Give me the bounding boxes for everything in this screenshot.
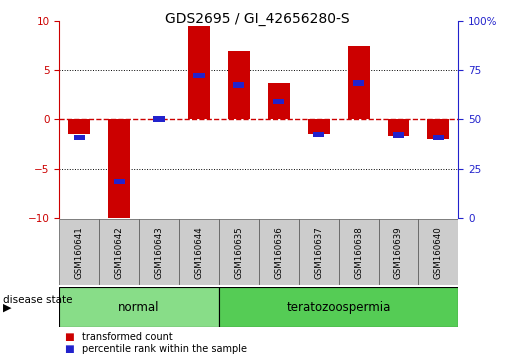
Bar (387, 119, 409, 136)
Bar (273, 99, 284, 104)
Bar (313, 132, 324, 137)
Bar (348, 46, 370, 119)
Text: GSM160636: GSM160636 (274, 226, 283, 279)
Text: GSM160644: GSM160644 (195, 226, 203, 279)
Text: GSM160637: GSM160637 (314, 226, 323, 279)
Bar (108, 119, 130, 219)
Bar (59, 287, 219, 327)
Bar (259, 219, 299, 285)
Bar (179, 219, 219, 285)
Text: percentile rank within the sample: percentile rank within the sample (82, 344, 247, 354)
Bar (307, 119, 330, 134)
Text: ▶: ▶ (3, 302, 11, 312)
Text: GDS2695 / GI_42656280-S: GDS2695 / GI_42656280-S (165, 12, 350, 27)
Bar (427, 119, 450, 139)
Text: GSM160638: GSM160638 (354, 226, 363, 279)
Bar (219, 287, 458, 327)
Bar (299, 219, 339, 285)
Text: GSM160640: GSM160640 (434, 226, 443, 279)
Bar (74, 135, 85, 140)
Bar (99, 219, 139, 285)
Bar (379, 219, 418, 285)
Bar (59, 219, 99, 285)
Text: GSM160641: GSM160641 (75, 226, 83, 279)
Bar (188, 26, 210, 119)
Bar (153, 116, 165, 122)
Bar (433, 135, 444, 140)
Text: disease state: disease state (3, 295, 72, 305)
Text: GSM160635: GSM160635 (234, 226, 243, 279)
Text: normal: normal (118, 301, 160, 314)
Bar (339, 219, 379, 285)
Bar (219, 219, 259, 285)
Bar (268, 83, 290, 119)
Bar (353, 80, 364, 86)
Text: GSM160639: GSM160639 (394, 226, 403, 279)
Text: ■: ■ (64, 344, 74, 354)
Bar (113, 179, 125, 184)
Bar (233, 82, 245, 88)
Text: GSM160642: GSM160642 (115, 226, 124, 279)
Bar (68, 119, 90, 134)
Bar (228, 51, 250, 119)
Text: transformed count: transformed count (82, 332, 173, 342)
Text: teratozoospermia: teratozoospermia (286, 301, 391, 314)
Bar (193, 73, 204, 78)
Bar (139, 219, 179, 285)
Text: ■: ■ (64, 332, 74, 342)
Text: GSM160643: GSM160643 (154, 226, 163, 279)
Bar (418, 219, 458, 285)
Bar (393, 132, 404, 138)
